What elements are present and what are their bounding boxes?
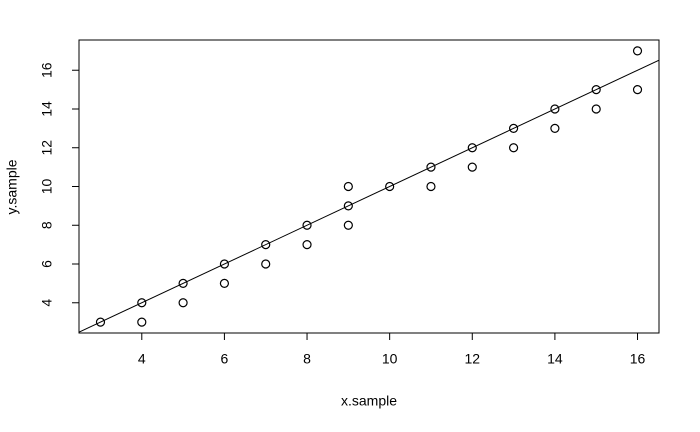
point — [95, 317, 106, 327]
point — [508, 143, 519, 153]
point — [591, 104, 601, 114]
y-tick-label: 14 — [39, 101, 55, 117]
x-tick-label: 6 — [221, 351, 229, 367]
point — [343, 181, 353, 192]
point — [467, 143, 477, 153]
point — [591, 85, 601, 95]
point — [261, 240, 271, 250]
point — [550, 104, 560, 114]
point — [219, 259, 230, 269]
point — [219, 278, 230, 288]
point — [178, 298, 188, 308]
point — [302, 220, 312, 230]
point — [632, 46, 643, 56]
point — [467, 162, 477, 172]
point — [261, 259, 271, 269]
y-tick-label: 10 — [39, 179, 55, 195]
point — [426, 181, 436, 192]
x-tick-label: 4 — [138, 351, 146, 367]
point — [178, 278, 188, 288]
point — [385, 181, 395, 192]
plot-frame — [78, 39, 660, 334]
point — [550, 123, 560, 133]
point — [508, 123, 519, 133]
x-tick-label: 10 — [382, 351, 398, 367]
point — [343, 220, 353, 230]
point — [343, 201, 353, 211]
x-axis-label: x.sample — [341, 393, 397, 409]
x-tick-label: 8 — [303, 351, 311, 367]
plot-area — [79, 59, 659, 333]
point — [137, 298, 147, 308]
point — [426, 162, 436, 172]
y-tick-label: 12 — [39, 140, 55, 156]
x-tick-label: 16 — [630, 351, 646, 367]
y-axis-label: y.sample — [4, 159, 20, 214]
point — [302, 240, 312, 250]
point — [632, 85, 643, 95]
x-tick-label: 14 — [547, 351, 563, 367]
point — [137, 317, 147, 327]
y-tick-label: 16 — [39, 62, 55, 78]
y-tick-label: 4 — [39, 299, 55, 307]
y-tick-label: 6 — [39, 260, 55, 268]
x-tick-label: 12 — [464, 351, 480, 367]
reference-line — [79, 59, 659, 333]
y-tick-label: 8 — [39, 221, 55, 229]
